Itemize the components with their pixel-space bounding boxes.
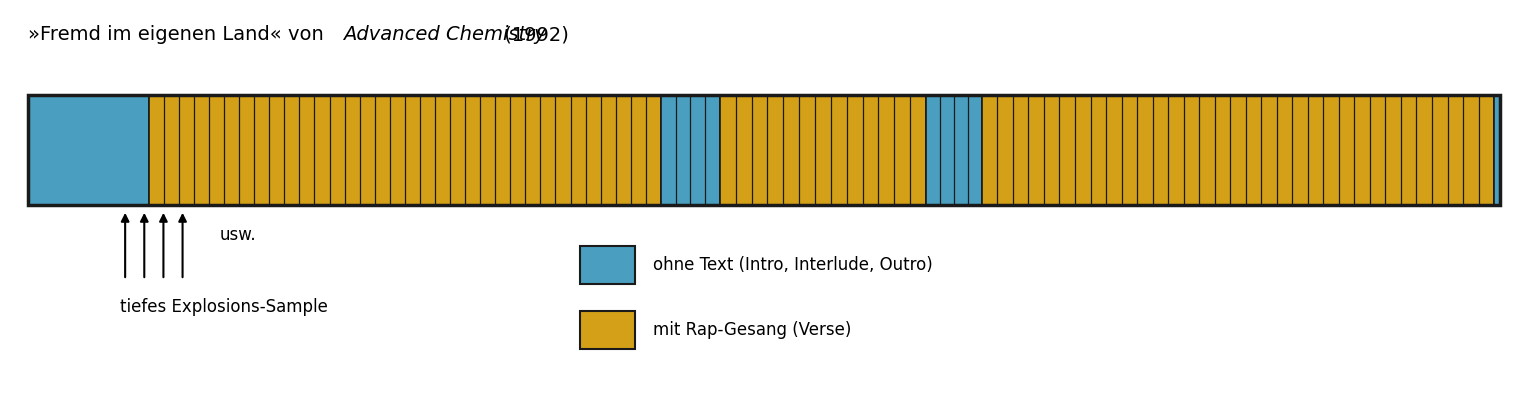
- Bar: [148, 95, 662, 205]
- Text: Advanced Chemistry: Advanced Chemistry: [342, 26, 545, 45]
- Text: usw.: usw.: [220, 226, 257, 244]
- Bar: [983, 95, 1494, 205]
- Text: »Fremd im eigenen Land« von: »Fremd im eigenen Land« von: [28, 26, 330, 45]
- Bar: [662, 95, 720, 205]
- Bar: [28, 95, 148, 205]
- Text: mit Rap-Gesang (Verse): mit Rap-Gesang (Verse): [652, 321, 851, 339]
- Bar: [28, 95, 1500, 205]
- Bar: [720, 95, 926, 205]
- Text: (1992): (1992): [498, 26, 568, 45]
- Text: tiefes Explosions-Sample: tiefes Explosions-Sample: [121, 298, 329, 316]
- Bar: [1494, 95, 1500, 205]
- Bar: [581, 246, 636, 284]
- Bar: [581, 311, 636, 349]
- Bar: [926, 95, 983, 205]
- Text: ohne Text (Intro, Interlude, Outro): ohne Text (Intro, Interlude, Outro): [652, 256, 932, 274]
